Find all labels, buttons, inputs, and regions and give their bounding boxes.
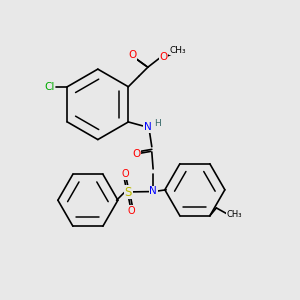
Text: O: O <box>133 149 141 159</box>
Text: O: O <box>159 52 168 62</box>
Text: N: N <box>149 186 157 196</box>
Text: Cl: Cl <box>44 82 54 92</box>
Text: CH₃: CH₃ <box>227 210 242 219</box>
Text: H: H <box>154 119 160 128</box>
Text: O: O <box>128 50 136 60</box>
Text: CH₃: CH₃ <box>169 46 186 55</box>
Text: O: O <box>127 206 135 216</box>
Text: O: O <box>122 169 130 179</box>
Text: N: N <box>144 122 152 132</box>
Text: S: S <box>124 186 132 199</box>
